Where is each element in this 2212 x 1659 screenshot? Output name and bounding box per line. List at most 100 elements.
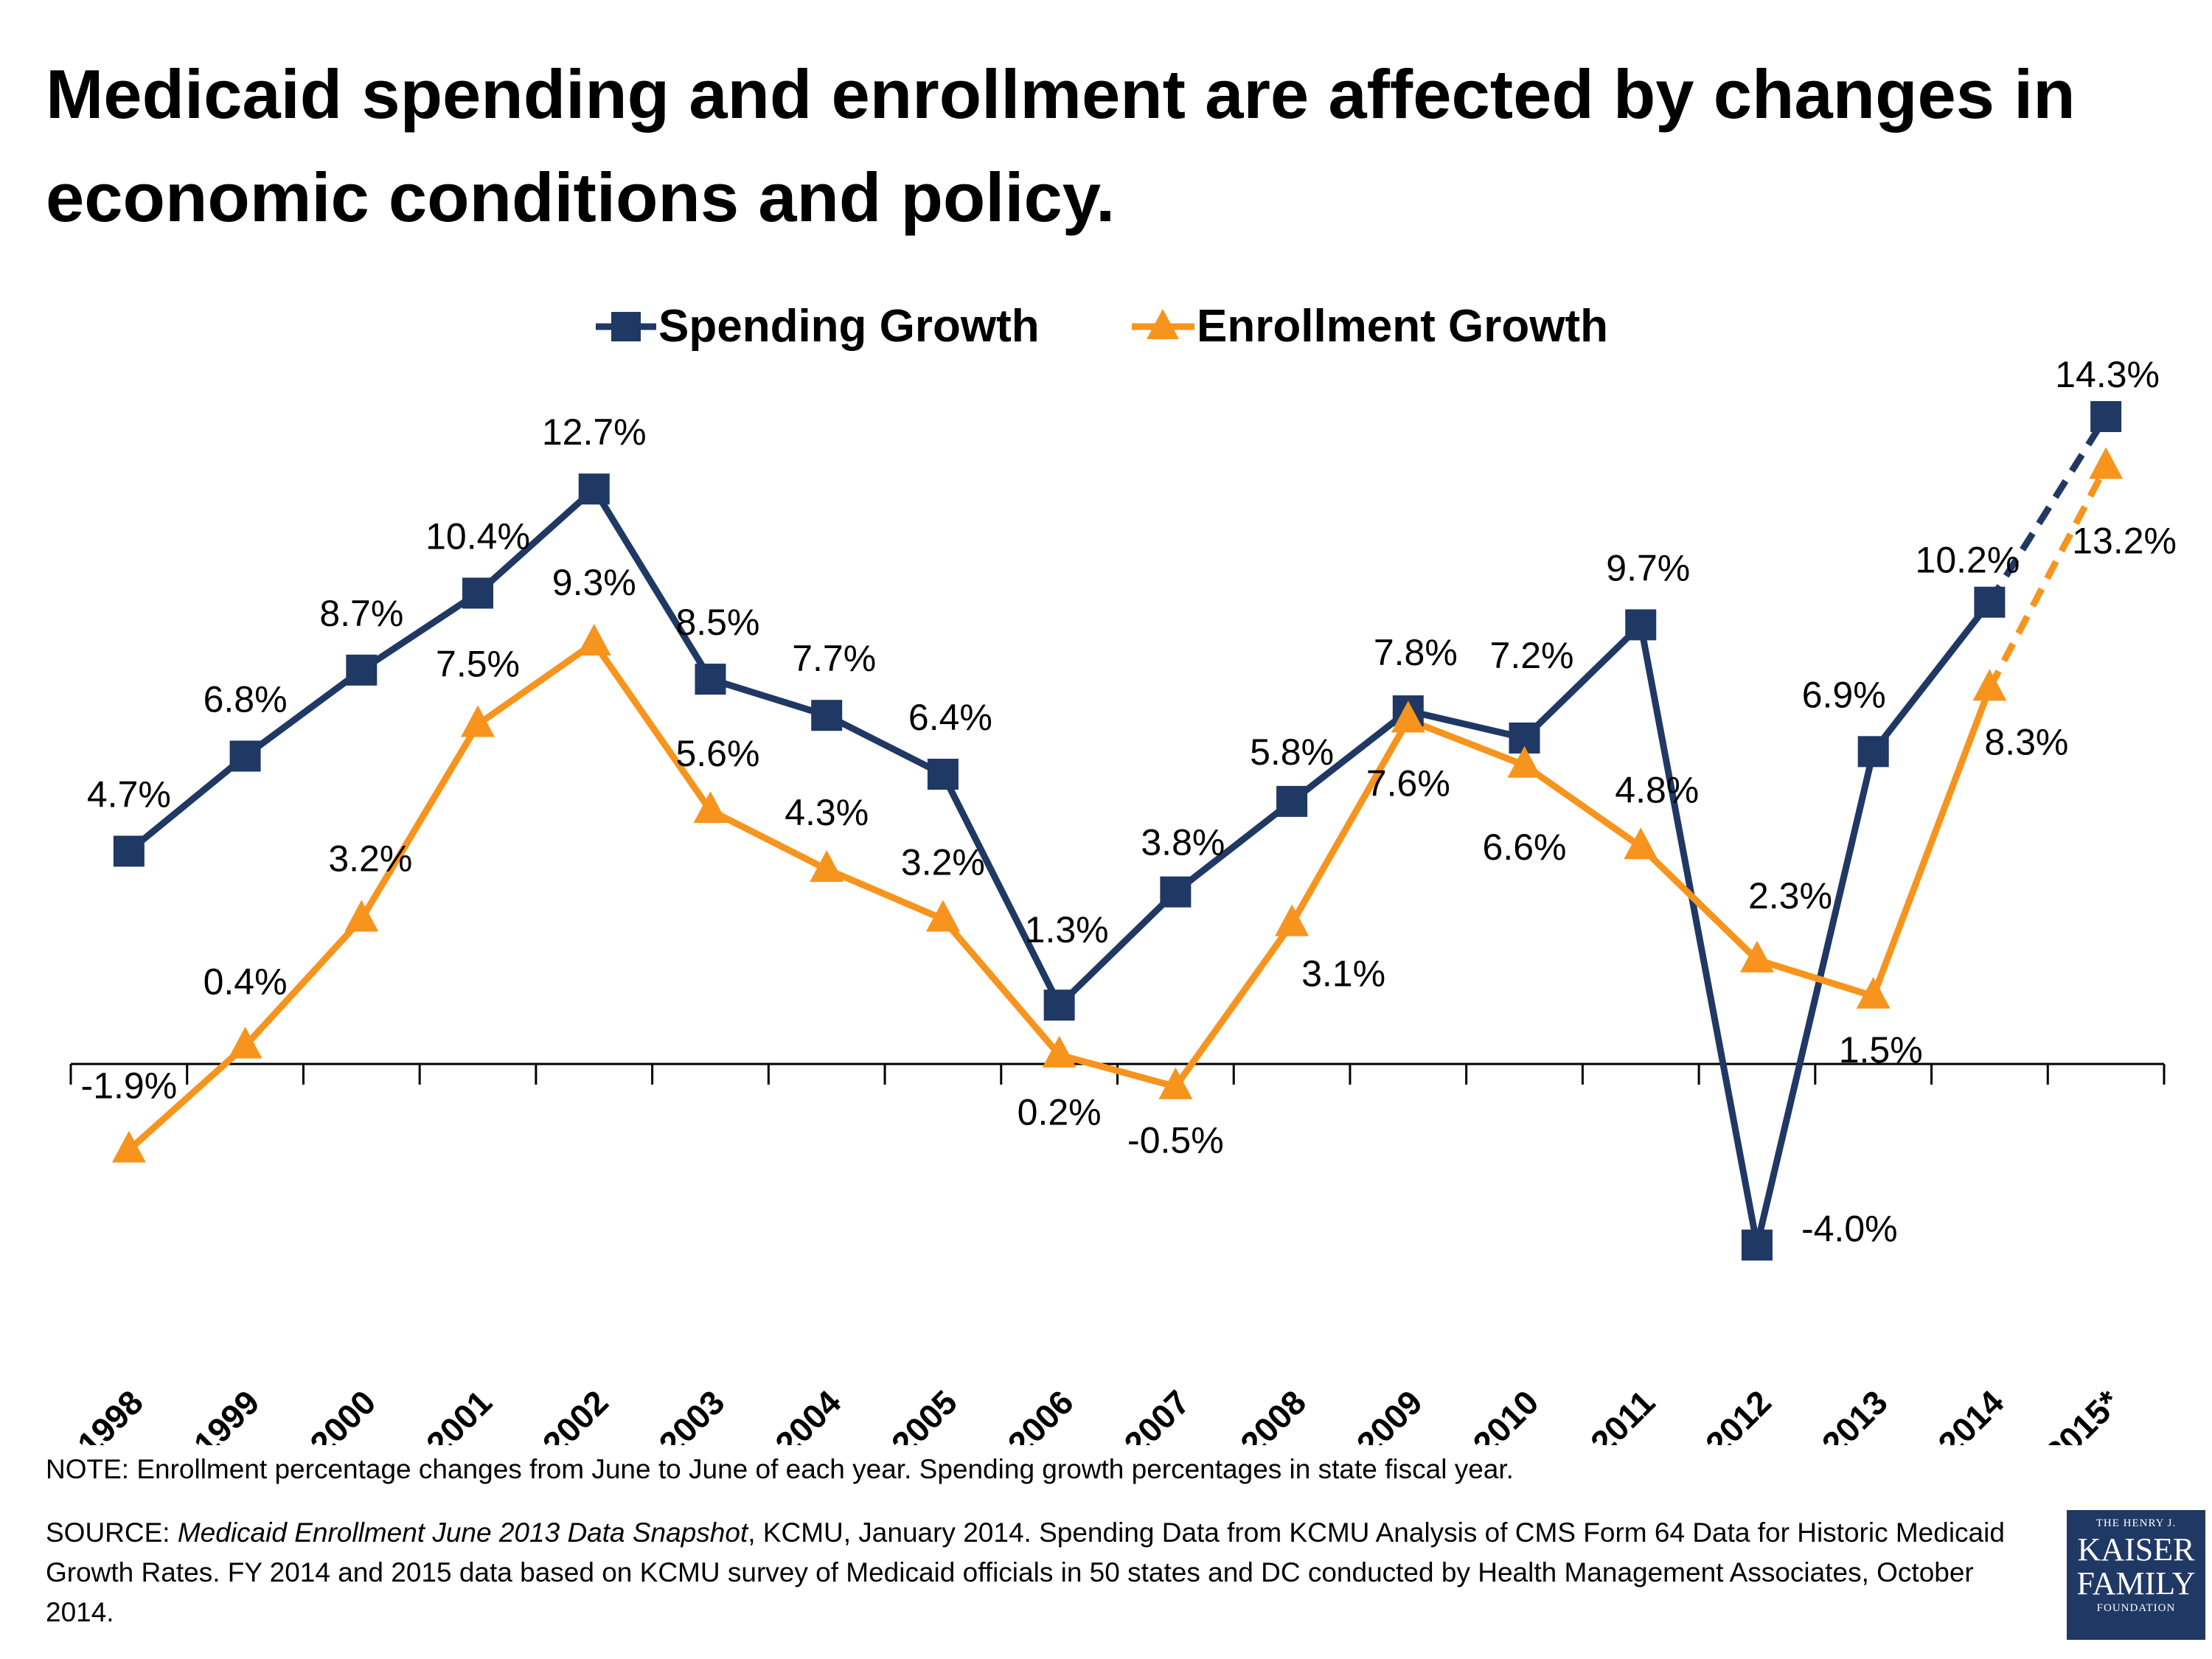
data-label: 12.7%	[542, 411, 647, 453]
data-label: 7.7%	[792, 638, 876, 679]
data-label: -1.9%	[81, 1065, 178, 1107]
x-tick-label: 2005	[884, 1382, 964, 1445]
x-tick-label: 2007	[1116, 1382, 1197, 1445]
spending-point	[811, 700, 843, 731]
x-tick-label: 2012	[1698, 1382, 1778, 1445]
enrollment-point	[344, 900, 379, 932]
logo-line-1: THE HENRY J.	[2096, 1517, 2177, 1529]
enrollment-point	[577, 623, 611, 655]
data-label: 2.3%	[1748, 875, 1832, 917]
enrollment-point	[1972, 669, 2007, 701]
spending-point	[346, 654, 378, 686]
spending-point	[1043, 990, 1075, 1021]
data-label: 0.2%	[1018, 1092, 1102, 1133]
enrollment-point	[2089, 447, 2124, 479]
spending-point	[1276, 785, 1308, 817]
x-tick-label: 2009	[1349, 1382, 1430, 1445]
spending-point	[2090, 400, 2122, 432]
data-label: 4.3%	[785, 792, 869, 833]
data-label: -4.0%	[1801, 1208, 1898, 1250]
data-label: 1.5%	[1839, 1029, 1923, 1071]
line-chart: 1998 1999 2000 2001 2002 2003 2004 2005 2006 2007…	[69, 301, 2177, 1445]
spending-point	[229, 740, 261, 772]
spending-point	[1625, 609, 1657, 641]
x-tick-label: 2013	[1815, 1382, 1895, 1445]
data-label: 9.3%	[552, 562, 636, 603]
spending-point	[1857, 736, 1889, 768]
source-rest: , KCMU, January 2014. Spending Data from…	[46, 1517, 2005, 1627]
x-tick-label: 2011	[1583, 1382, 1662, 1445]
x-tick-label: 1998	[70, 1382, 150, 1445]
data-label: 5.6%	[675, 733, 759, 774]
x-tick-label: 2008	[1233, 1382, 1313, 1445]
legend-marker-enrollment	[1147, 309, 1179, 339]
chart-title: Medicaid spending and enrollment are aff…	[46, 55, 2076, 236]
enrollment-point	[693, 791, 728, 824]
chart-source: SOURCE: Medicaid Enrollment June 2013 Da…	[46, 1513, 2022, 1632]
enrollment-point	[111, 1130, 146, 1163]
data-label: -0.5%	[1127, 1120, 1224, 1161]
spending-point	[1741, 1229, 1773, 1261]
enrollment-point	[1507, 745, 1542, 778]
enrollment-point	[925, 900, 960, 932]
x-tick-label: 2014	[1930, 1382, 2011, 1445]
x-tick-label: 2004	[768, 1382, 848, 1445]
data-label: 3.8%	[1141, 822, 1225, 863]
data-label: 5.8%	[1250, 731, 1334, 773]
series-projected-line-1	[1986, 465, 2110, 690]
data-label: 8.3%	[1984, 721, 2068, 762]
data-label: 4.7%	[87, 773, 171, 815]
spending-point	[695, 664, 726, 695]
x-tick-label: 2001	[419, 1382, 499, 1445]
data-label: 10.4%	[425, 515, 530, 557]
spending-point	[578, 473, 610, 505]
data-label: 6.8%	[204, 678, 288, 720]
spending-point	[113, 835, 145, 867]
legend-marker-spending	[611, 312, 641, 341]
series-projected-line-0	[1986, 414, 2109, 605]
enrollment-point	[1275, 904, 1310, 936]
kaiser-family-foundation-logo: THE HENRY J. KAISER FAMILY FOUNDATION	[2067, 1510, 2205, 1640]
legend-label-enrollment: Enrollment Growth	[1197, 301, 1608, 352]
data-label: 14.3%	[2055, 354, 2160, 395]
series-line-1	[126, 639, 1993, 1153]
data-label: 3.2%	[328, 838, 412, 880]
legend-label-spending: Spending Growth	[658, 301, 1040, 352]
x-tick-label: 2010	[1465, 1382, 1545, 1445]
data-label: 9.7%	[1606, 547, 1690, 588]
data-label: 8.5%	[675, 602, 759, 643]
x-tick-label: 2000	[302, 1382, 383, 1445]
enrollment-point	[461, 705, 495, 737]
spending-point	[1160, 876, 1192, 908]
x-tick-label: 2006	[1001, 1382, 1081, 1445]
data-label: 7.8%	[1374, 632, 1458, 673]
enrollment-point	[1624, 827, 1658, 860]
data-label: 3.1%	[1301, 953, 1385, 995]
data-label: 10.2%	[1916, 540, 2020, 581]
data-label: 6.6%	[1483, 827, 1567, 868]
enrollment-point	[1739, 940, 1774, 973]
data-label: 4.8%	[1615, 769, 1699, 810]
data-label: 1.3%	[1025, 909, 1109, 950]
enrollment-point	[1158, 1067, 1193, 1099]
data-label: 7.6%	[1366, 762, 1450, 804]
spending-point	[462, 577, 494, 609]
x-tick-label: 2002	[535, 1382, 616, 1445]
source-prefix: SOURCE:	[46, 1517, 178, 1548]
x-tick-label: 2015*	[2037, 1382, 2127, 1445]
chart-note: NOTE: Enrollment percentage changes from…	[46, 1454, 1514, 1484]
logo-line-3: FAMILY	[2076, 1565, 2196, 1601]
enrollment-point	[1391, 700, 1425, 733]
x-tick-label: 2003	[651, 1382, 731, 1445]
data-label: 7.2%	[1490, 635, 1574, 676]
data-label: 8.7%	[319, 593, 403, 634]
enrollment-point	[810, 849, 844, 882]
data-label: 0.4%	[204, 961, 288, 1002]
data-label: 6.4%	[908, 697, 992, 738]
data-label: 6.9%	[1802, 674, 1886, 715]
logo-line-4: FOUNDATION	[2096, 1602, 2176, 1614]
source-italic-title: Medicaid Enrollment June 2013 Data Snaps…	[177, 1517, 748, 1548]
data-label: 13.2%	[2072, 521, 2177, 562]
spending-point	[1974, 586, 2006, 618]
x-tick-label: 1999	[187, 1382, 267, 1445]
